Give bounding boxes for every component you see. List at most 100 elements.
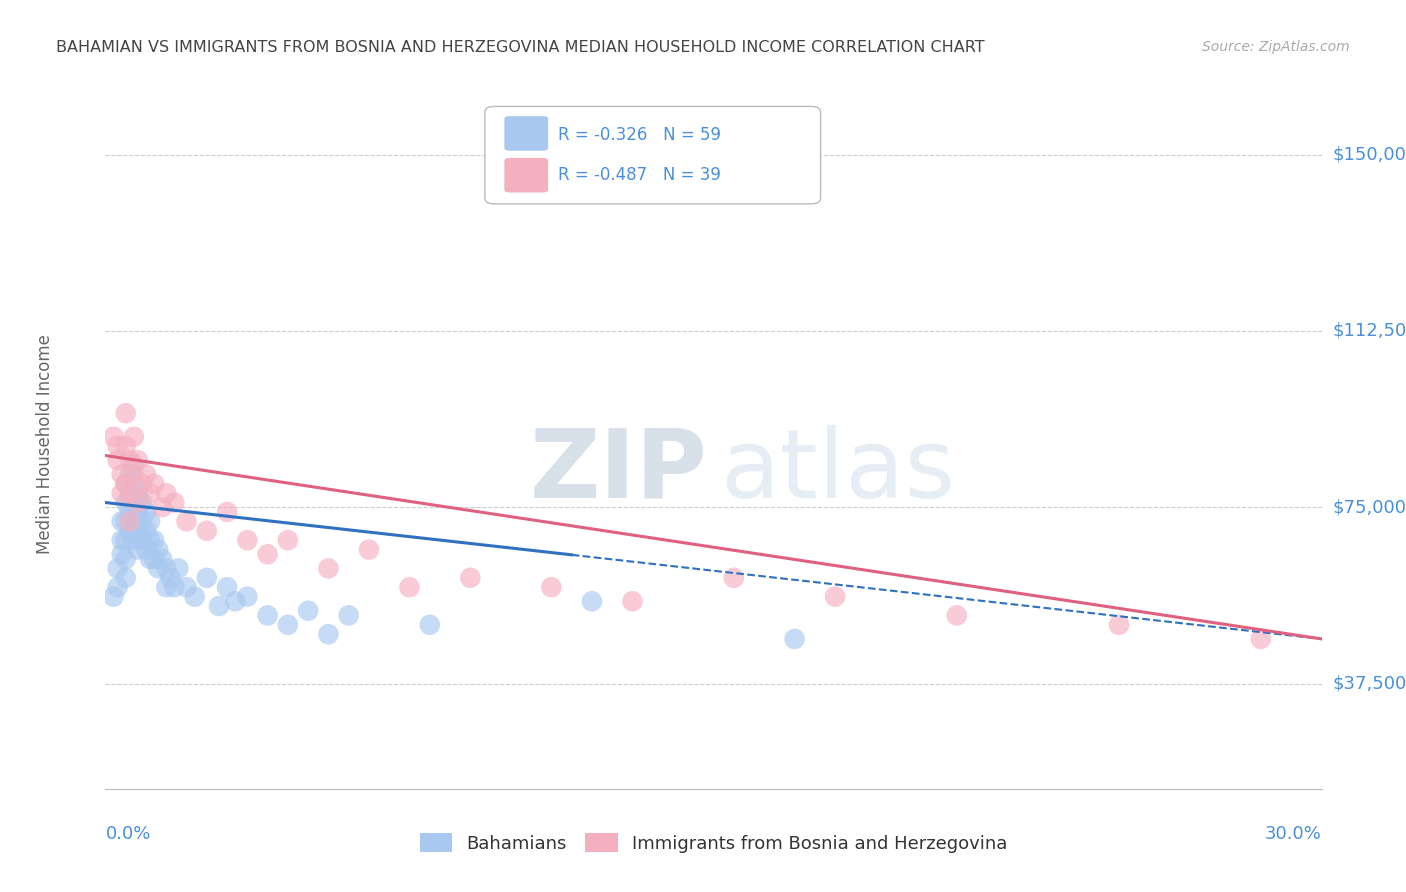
Point [122,467,145,482]
Point [155,580,177,594]
Point [163,580,186,594]
Point [118,486,141,500]
Point [139,533,162,548]
Point [318,561,340,575]
Point [150,500,173,515]
Text: Median Household Income: Median Household Income [35,334,53,554]
Point [111,533,134,548]
Point [945,608,967,623]
Point [297,604,319,618]
Point [103,590,125,604]
Point [107,561,129,575]
Point [236,590,259,604]
Point [107,439,129,453]
FancyBboxPatch shape [505,116,548,151]
Point [131,533,153,548]
Point [458,571,481,585]
Point [122,476,145,491]
Point [122,430,145,444]
Point [118,514,141,528]
Point [131,495,153,509]
Text: $150,000: $150,000 [1333,145,1406,163]
Point [114,406,136,420]
Point [127,542,149,557]
Point [111,486,134,500]
Point [127,495,149,509]
Point [176,514,198,528]
Point [114,439,136,453]
Point [1250,632,1272,646]
Point [122,533,145,548]
Point [155,561,177,575]
Text: R = -0.326   N = 59: R = -0.326 N = 59 [558,127,721,145]
Point [217,580,239,594]
Point [127,524,149,538]
Text: $75,000: $75,000 [1333,499,1406,516]
Point [122,514,145,528]
Point [114,571,136,585]
Point [107,580,129,594]
Point [139,514,162,528]
Point [103,430,125,444]
Point [127,505,149,519]
Point [540,580,562,594]
Point [824,590,846,604]
Point [224,594,246,608]
Point [208,599,231,613]
Point [357,542,380,557]
Point [118,453,141,467]
Point [150,552,173,566]
Point [621,594,644,608]
Text: 0.0%: 0.0% [105,825,150,843]
Point [114,533,136,548]
Point [118,467,141,482]
Point [183,590,205,604]
Point [155,486,177,500]
Point [146,542,169,557]
FancyBboxPatch shape [505,158,548,193]
Point [143,476,166,491]
Point [143,552,166,566]
Point [118,505,141,519]
Point [143,533,166,548]
Point [127,486,149,500]
Point [114,552,136,566]
Point [337,608,360,623]
Point [318,627,340,641]
Point [122,458,145,472]
Point [256,547,278,561]
Text: 30.0%: 30.0% [1265,825,1322,843]
Point [723,571,745,585]
Point [398,580,420,594]
Point [176,580,198,594]
Point [139,552,162,566]
Point [159,571,181,585]
Point [236,533,259,548]
Point [139,486,162,500]
Point [114,495,136,509]
Point [114,476,136,491]
Point [277,533,299,548]
Point [217,505,239,519]
Text: R = -0.487   N = 39: R = -0.487 N = 39 [558,166,721,184]
Point [111,467,134,482]
Point [195,524,218,538]
Text: ZIP: ZIP [530,425,707,518]
Point [135,505,157,519]
Text: BAHAMIAN VS IMMIGRANTS FROM BOSNIA AND HERZEGOVINA MEDIAN HOUSEHOLD INCOME CORRE: BAHAMIAN VS IMMIGRANTS FROM BOSNIA AND H… [56,40,984,55]
Point [256,608,278,623]
Point [114,476,136,491]
Point [167,561,190,575]
Point [146,561,169,575]
Point [111,547,134,561]
Point [131,514,153,528]
Point [118,486,141,500]
Point [114,514,136,528]
Point [135,524,157,538]
Point [107,453,129,467]
Point [127,453,149,467]
Text: $112,500: $112,500 [1333,322,1406,340]
Point [419,617,441,632]
Point [163,495,186,509]
Point [118,524,141,538]
